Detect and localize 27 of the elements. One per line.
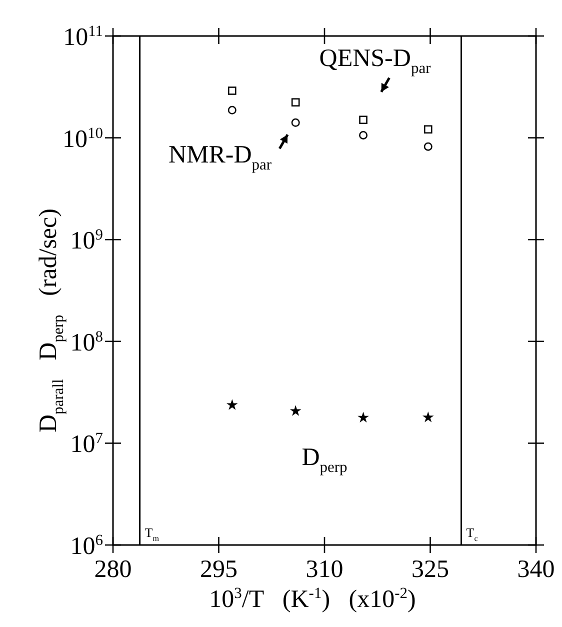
- y-tick-label: 10$^{11}$: [63, 23, 103, 51]
- point: [359, 130, 368, 140]
- ref-line-label: T$_{m}$: [144, 525, 160, 543]
- point: [226, 399, 238, 410]
- y-tick-label: 10$^{10}$: [62, 125, 104, 153]
- y-tick-label: 10$^{7}$: [70, 430, 104, 458]
- point: [424, 142, 432, 151]
- point: [228, 86, 236, 95]
- point: [291, 118, 300, 127]
- x-tick-label: 295: [200, 556, 238, 583]
- x-tick-label: 310: [306, 556, 344, 583]
- point: [424, 125, 432, 134]
- point: [228, 106, 236, 114]
- x-tick-label: 340: [517, 556, 555, 583]
- point: [422, 411, 434, 422]
- ref-line-label: T$_{c}$: [466, 525, 478, 543]
- annotation: NMR-D$_{par}$: [168, 142, 272, 174]
- annotation: QENS-D$_{par}$: [319, 44, 432, 78]
- x-tick-label: 325: [412, 556, 449, 583]
- point: [358, 412, 369, 423]
- point: [359, 116, 368, 124]
- annotation: D$_{perp}$: [302, 444, 348, 476]
- y-tick-label: 10$^{9}$: [70, 226, 104, 255]
- point: [290, 405, 302, 416]
- y-tick-label: 10$^{8}$: [70, 328, 104, 356]
- x-axis-title: 10$^{3}$/T (K$^{-1}$) (x10$^{-2}$): [209, 585, 416, 613]
- point: [291, 98, 300, 106]
